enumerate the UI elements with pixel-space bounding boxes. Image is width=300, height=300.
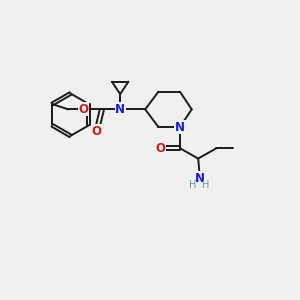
Text: N: N bbox=[115, 103, 125, 116]
Text: O: O bbox=[79, 103, 88, 116]
Text: H: H bbox=[190, 180, 197, 190]
Text: O: O bbox=[92, 125, 102, 138]
Text: N: N bbox=[175, 121, 185, 134]
Text: N: N bbox=[195, 172, 205, 185]
Text: O: O bbox=[156, 142, 166, 155]
Text: H: H bbox=[202, 180, 210, 190]
